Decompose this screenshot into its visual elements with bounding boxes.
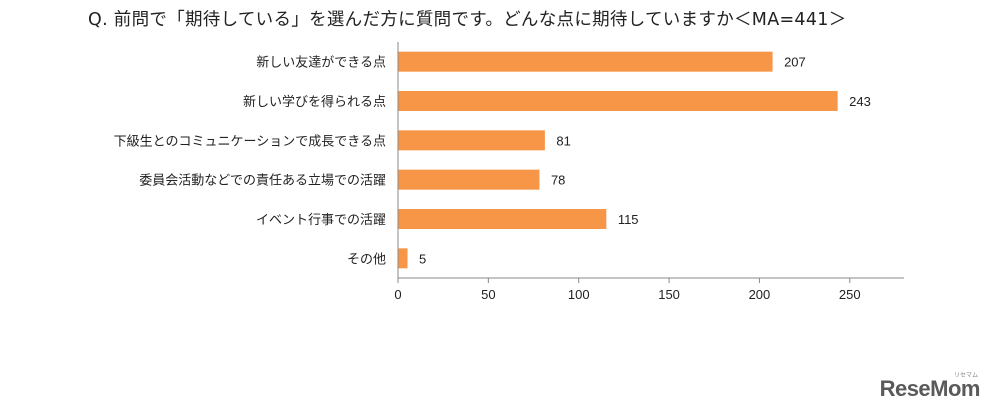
bar: [398, 130, 545, 151]
value-label: 243: [849, 94, 871, 109]
category-label: 下級生とのコミュニケーションで成長できる点: [114, 134, 386, 149]
category-label: 新しい学びを得られる点: [243, 94, 386, 110]
value-label: 78: [551, 173, 565, 188]
value-label: 81: [556, 133, 570, 148]
x-tick-label: 0: [394, 287, 401, 302]
bar: [398, 209, 607, 229]
bar: [398, 169, 540, 190]
logo-subtext: リセマム: [953, 373, 978, 379]
x-tick-label: 50: [481, 287, 495, 302]
bar: [398, 248, 408, 269]
value-label: 207: [784, 55, 806, 70]
category-label: イベント行事での活躍: [256, 213, 386, 228]
x-tick-label: 200: [749, 287, 771, 302]
bar: [398, 91, 838, 111]
x-tick-label: 150: [658, 287, 680, 302]
category-label: その他: [347, 252, 386, 267]
x-tick-label: 250: [839, 287, 861, 302]
logo-text: ReseMom: [879, 376, 981, 401]
resemom-logo: ReseMom リセマム: [879, 373, 981, 402]
category-label: 新しい友達ができる点: [256, 55, 386, 71]
category-label: 委員会活動などでの責任ある立場での活躍: [139, 174, 386, 189]
value-label: 5: [419, 251, 426, 266]
x-tick-label: 100: [568, 287, 590, 302]
chart-title: Q. 前問で「期待している」を選んだ方に質問です。どんな点に期待していますか＜M…: [88, 10, 847, 30]
bar: [398, 51, 773, 72]
value-label: 115: [618, 212, 639, 227]
